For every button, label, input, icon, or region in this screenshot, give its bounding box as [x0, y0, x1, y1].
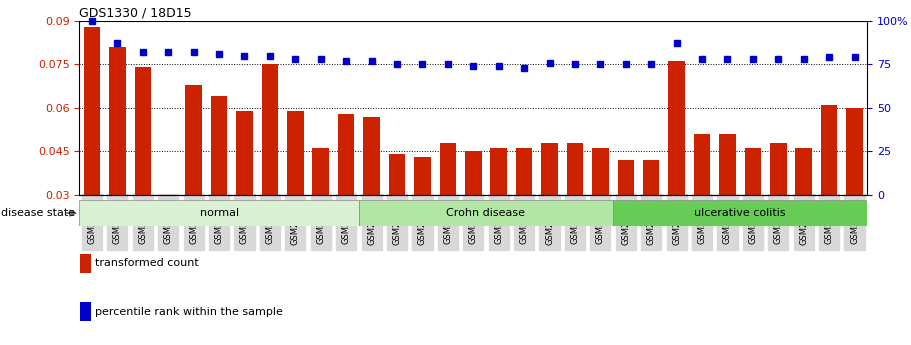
- Bar: [643, 160, 660, 195]
- Bar: [821, 105, 837, 195]
- Bar: [669, 61, 685, 195]
- Text: disease state: disease state: [1, 208, 75, 218]
- Bar: [694, 134, 711, 195]
- Bar: [613, 200, 867, 226]
- Bar: [490, 148, 507, 195]
- Bar: [719, 134, 736, 195]
- Bar: [135, 67, 151, 195]
- Bar: [185, 85, 202, 195]
- Bar: [744, 148, 762, 195]
- Bar: [795, 148, 812, 195]
- Bar: [312, 148, 329, 195]
- Bar: [770, 143, 786, 195]
- Text: percentile rank within the sample: percentile rank within the sample: [95, 307, 282, 316]
- Bar: [79, 200, 359, 226]
- Bar: [210, 96, 228, 195]
- Text: Crohn disease: Crohn disease: [446, 208, 526, 218]
- Text: GDS1330 / 18D15: GDS1330 / 18D15: [79, 7, 192, 20]
- Bar: [389, 154, 405, 195]
- Text: transformed count: transformed count: [95, 258, 199, 268]
- Bar: [465, 151, 482, 195]
- Bar: [592, 148, 609, 195]
- Text: ulcerative colitis: ulcerative colitis: [694, 208, 786, 218]
- Text: normal: normal: [200, 208, 239, 218]
- Bar: [359, 200, 613, 226]
- Bar: [567, 143, 583, 195]
- Bar: [287, 111, 303, 195]
- Bar: [415, 157, 431, 195]
- Bar: [846, 108, 863, 195]
- Bar: [516, 148, 532, 195]
- Bar: [541, 143, 558, 195]
- Bar: [338, 114, 354, 195]
- Bar: [618, 160, 634, 195]
- Bar: [84, 27, 100, 195]
- Bar: [109, 47, 126, 195]
- Bar: [440, 143, 456, 195]
- Bar: [236, 111, 252, 195]
- Bar: [363, 117, 380, 195]
- Bar: [261, 64, 278, 195]
